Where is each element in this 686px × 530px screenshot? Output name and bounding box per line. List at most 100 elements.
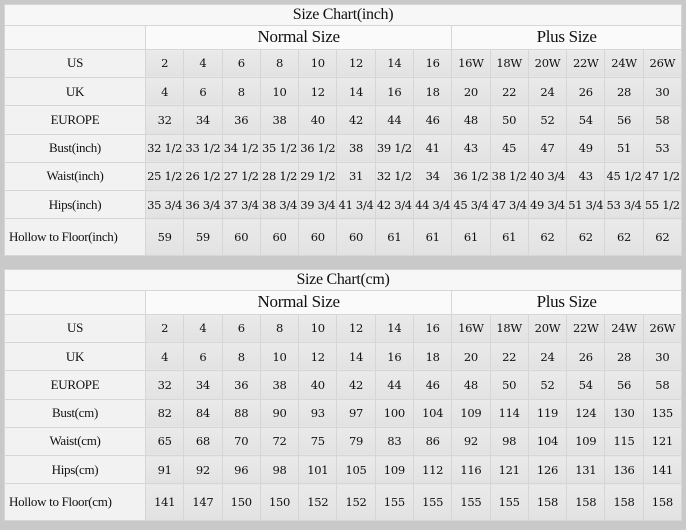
size-chart-inch: Size Chart(inch) Normal Size Plus Size US 2 4… (4, 3, 683, 256)
table-cell: 31 (336, 161, 376, 192)
table-cell: 75 (298, 426, 338, 457)
table-row: US 2 4 6 8 10 12 14 16 16W 18W 20W 22W 24W 26W (4, 313, 683, 343)
table-cell: 52 (527, 370, 568, 400)
table-cell: 32 (144, 105, 185, 135)
table-cell: 49 (566, 133, 606, 163)
table-cell: 40 3/4 (527, 161, 568, 192)
table-cell: 59 (144, 218, 185, 256)
chart-title: Size Chart(inch) (4, 3, 682, 27)
row-label: UK (4, 341, 146, 372)
table-cell: 158 (527, 483, 568, 521)
table-cell: 10 (298, 48, 338, 78)
table-cell: 100 (374, 398, 414, 428)
table-cell: 47 1/2 (642, 161, 683, 192)
table-cell: 36 (221, 105, 261, 135)
table-cell: 46 (412, 370, 453, 400)
table-cell: 41 (412, 133, 453, 163)
table-cell: 26 (566, 76, 606, 107)
section-plus-size: Plus Size (451, 25, 682, 50)
table-cell: 34 (183, 370, 223, 400)
table-cell: 155 (374, 483, 414, 521)
table-cell: 8 (259, 48, 300, 78)
table-cell: 50 (489, 105, 529, 135)
table-cell: 10 (298, 313, 338, 343)
table-row: Hollow to Floor(cm) 141 147 150 150 152 152 155… (4, 483, 683, 521)
table-cell: 55 1/2 (642, 190, 683, 220)
table-cell: 39 1/2 (374, 133, 414, 163)
table-cell: 136 (604, 455, 644, 485)
table-cell: 10 (259, 341, 300, 372)
table-row: Bust(inch) 32 1/2 33 1/2 34 1/2 35 1/2 36 1/2… (4, 133, 683, 163)
table-cell: 62 (604, 218, 644, 256)
table-cell: 141 (144, 483, 185, 521)
table-cell: 155 (451, 483, 491, 521)
table-cell: 39 3/4 (298, 190, 338, 220)
section-plus-size: Plus Size (451, 290, 682, 315)
table-cell: 59 (183, 218, 223, 256)
row-label: US (4, 313, 146, 343)
table-cell: 10 (259, 76, 300, 107)
section-row: Normal Size Plus Size (4, 25, 682, 50)
table-cell: 45 3/4 (451, 190, 491, 220)
table-cell: 40 (298, 105, 338, 135)
table-cell: 8 (221, 341, 261, 372)
table-cell: 12 (336, 313, 376, 343)
table-cell: 22W (566, 313, 606, 343)
table-cell: 38 (259, 370, 300, 400)
table-cell: 18 (412, 76, 453, 107)
table-cell: 48 (451, 370, 491, 400)
table-cell: 62 (566, 218, 606, 256)
table-cell: 36 3/4 (183, 190, 223, 220)
table-cell: 6 (183, 341, 223, 372)
table-cell: 92 (451, 426, 491, 457)
table-cell: 40 (298, 370, 338, 400)
table-cell: 27 1/2 (221, 161, 261, 192)
table-cell: 18W (489, 313, 529, 343)
table-cell: 150 (221, 483, 261, 521)
table-cell: 6 (183, 76, 223, 107)
table-cell: 152 (336, 483, 376, 521)
table-cell: 32 1/2 (144, 133, 185, 163)
table-cell: 155 (489, 483, 529, 521)
table-cell: 16 (374, 341, 414, 372)
table-cell: 51 3/4 (566, 190, 606, 220)
table-cell: 14 (336, 341, 376, 372)
table-cell: 41 3/4 (336, 190, 376, 220)
row-label: Waist(cm) (4, 426, 146, 457)
table-cell: 43 (566, 161, 606, 192)
table-row: UK 4 6 8 10 12 14 16 18 20 22 24 26 28 30 (4, 341, 683, 372)
table-cell: 14 (336, 76, 376, 107)
table-cell: 56 (604, 105, 644, 135)
table-cell: 53 (642, 133, 683, 163)
table-cell: 44 3/4 (412, 190, 453, 220)
size-chart-cm: Size Chart(cm) Normal Size Plus Size US 2 4 6 8… (4, 268, 683, 521)
table-cell: 28 (604, 76, 644, 107)
table-cell: 26W (642, 48, 683, 78)
table-cell: 54 (566, 105, 606, 135)
blank-cell (4, 25, 146, 50)
table-cell: 36 (221, 370, 261, 400)
table-cell: 16W (451, 313, 491, 343)
table-cell: 32 (144, 370, 185, 400)
table-cell: 8 (259, 313, 300, 343)
table-cell: 35 1/2 (259, 133, 300, 163)
row-label: EUROPE (4, 105, 146, 135)
table-cell: 30 (642, 76, 683, 107)
table-cell: 96 (221, 455, 261, 485)
table-row: Waist(cm) 65 68 70 72 75 79 83 86 92 98 104 109 115 12… (4, 426, 683, 457)
table-cell: 109 (566, 426, 606, 457)
table-cell: 62 (642, 218, 683, 256)
size-table: Size Chart(cm) Normal Size Plus Size US 2 4 6 8… (4, 268, 683, 521)
table-cell: 22W (566, 48, 606, 78)
table-cell: 26 (566, 341, 606, 372)
table-cell: 150 (259, 483, 300, 521)
table-row: EUROPE 32 34 36 38 40 42 44 46 48 50 52 54 56 58 (4, 105, 683, 135)
row-label: Bust(inch) (4, 133, 146, 163)
table-cell: 28 1/2 (259, 161, 300, 192)
table-cell: 42 (336, 105, 376, 135)
table-cell: 38 (336, 133, 376, 163)
table-cell: 16 (374, 76, 414, 107)
table-row: Hips(inch) 35 3/4 36 3/4 37 3/4 38 3/4 39 3/4… (4, 190, 683, 220)
table-cell: 43 (451, 133, 491, 163)
row-label: Hips(cm) (4, 455, 146, 485)
